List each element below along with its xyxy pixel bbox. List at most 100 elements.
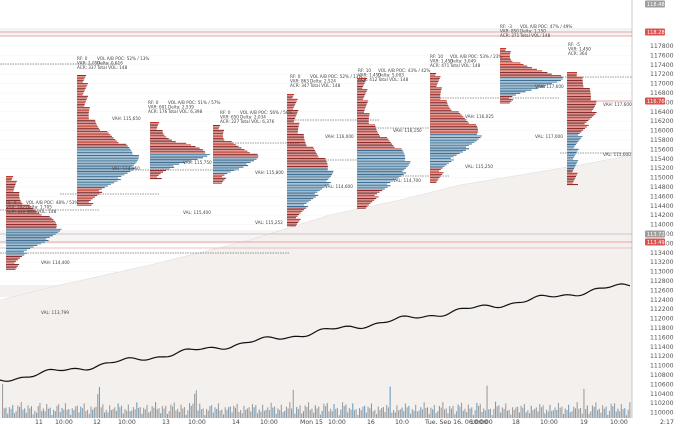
profile-row [287, 222, 299, 224]
volume-bar [624, 408, 626, 418]
price-label: 112000 [650, 316, 674, 323]
profile-row [430, 175, 441, 177]
profile-row [357, 140, 390, 142]
volume-bar [608, 410, 610, 418]
volume-bar [563, 413, 565, 418]
volume-bar [132, 407, 134, 418]
profile-row [6, 225, 57, 227]
profile-row [567, 99, 591, 101]
volume-bar [289, 402, 291, 418]
profile-row [430, 130, 479, 132]
profile-row [357, 126, 376, 128]
profile-row [6, 244, 38, 246]
price-label: 111600 [650, 334, 674, 341]
price-label: 115200 [650, 165, 674, 172]
price-tag [645, 28, 665, 36]
profile-stat: VOL A/B POC: 56% / 56% [240, 110, 292, 115]
profile-row [287, 188, 323, 190]
volume-bar [551, 410, 553, 418]
profile-row [287, 183, 329, 185]
profile-row [567, 123, 585, 125]
time-label: 10:00 [540, 419, 558, 424]
profile-row [567, 110, 592, 112]
profile-row [357, 97, 364, 99]
val-label: VAL: 115,252 [255, 220, 283, 225]
profile-row [357, 89, 368, 91]
time-axis[interactable]: 11 10:00 12 10:00 13 10:00 14 10:00 Mon 15 10:00 1… [0, 418, 680, 424]
profile-row [430, 148, 470, 150]
profile-stat: ACR: 471 [430, 63, 450, 68]
volume-bar [501, 407, 503, 418]
volume-bar [469, 408, 471, 418]
volume-bar [258, 409, 260, 418]
volume-bar [56, 405, 58, 418]
volume-bar [369, 408, 371, 418]
volume-bar [321, 410, 323, 418]
profile-row [6, 252, 27, 254]
volume-bar [76, 405, 78, 418]
profile-row [567, 166, 575, 168]
volume-bar [109, 405, 111, 418]
profile-row [357, 201, 373, 203]
volume-bar [185, 414, 187, 418]
price-axis[interactable]: 1178001176001174001172001170001168001166… [631, 0, 680, 424]
volume-bar [277, 408, 279, 418]
profile-row [500, 60, 513, 62]
price-tag-text: 113.495 [647, 240, 668, 246]
price-tag-text: 113.725 [647, 232, 668, 238]
profile-row [567, 169, 574, 171]
profile-row [500, 100, 512, 102]
profile-row [357, 198, 377, 200]
profile-row [430, 151, 463, 153]
profile-row [567, 73, 577, 75]
profile-row [357, 106, 366, 108]
profile-row [287, 121, 294, 123]
volume-bar [136, 402, 138, 418]
profile-row [287, 214, 300, 216]
volume-bar [311, 408, 313, 418]
volume-bar [585, 408, 587, 418]
profile-row [77, 86, 87, 88]
profile-row [500, 70, 543, 72]
volume-bar [474, 410, 476, 418]
volume-bar [622, 409, 624, 418]
volume-bar [87, 409, 89, 418]
volume-bar [97, 394, 99, 418]
axis-bg [632, 0, 680, 424]
profile-stat: Total VOL: 148 [377, 77, 409, 82]
profile-row [567, 132, 580, 134]
profile-stat: ACR: 371 [500, 33, 520, 38]
price-tag [645, 238, 665, 246]
volume-bar [66, 409, 68, 418]
profile-row [567, 129, 584, 131]
volume-bar [472, 415, 474, 418]
profile-row [567, 136, 583, 138]
profile-row [213, 125, 221, 127]
profile-row [430, 82, 438, 84]
volume-bar [326, 403, 328, 418]
volume-bar [620, 404, 622, 418]
profile-row [6, 233, 56, 235]
profile-row [77, 87, 86, 89]
profile-row [77, 83, 89, 85]
profile-row [287, 132, 298, 134]
volume-bar [296, 406, 298, 418]
volume-bar [488, 409, 490, 418]
volume-bar [30, 406, 32, 418]
profile-row [150, 126, 158, 128]
volume-bar [362, 406, 364, 418]
profile-row [430, 90, 441, 92]
profile-stat: Delta: 1,150 [520, 29, 546, 34]
profile-row [500, 84, 546, 86]
profile-row [430, 103, 448, 105]
profile-row [150, 122, 160, 124]
profile-row [567, 168, 575, 170]
volume-bar [523, 404, 525, 418]
volume-bar [489, 408, 491, 418]
profile-row [6, 241, 45, 243]
profile-row [77, 174, 125, 176]
profile-row [567, 92, 591, 94]
profile-stat: Total VOL: 148 [309, 83, 341, 88]
volume-bar [319, 414, 321, 418]
